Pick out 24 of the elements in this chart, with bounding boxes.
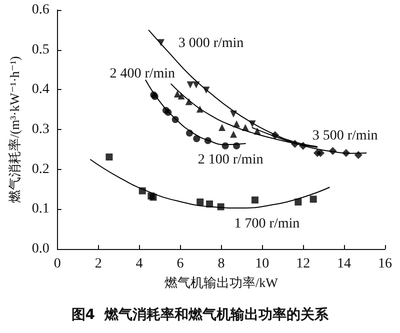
x-tick-label: 14 (337, 256, 352, 272)
y-axis-title: 燃气消耗率/(m³·kW⁻¹·h⁻¹) (7, 56, 22, 203)
y-tick-label: 0.3 (32, 122, 50, 137)
x-tick-label: 4 (136, 256, 143, 272)
text: 图4 燃气消耗率和燃气机输出功率的关系 (71, 306, 330, 323)
series-label: 1 700 r/min (234, 216, 300, 232)
x-tick-label: 0 (54, 256, 61, 272)
y-tick-label: 0.1 (32, 202, 50, 217)
series-label: 3 000 r/min (178, 36, 244, 52)
series-label: 2 100 r/min (198, 152, 264, 168)
y-tick-label: 0.6 (32, 2, 50, 18)
x-tick-label: 6 (176, 256, 184, 272)
x-tick-label: 2 (94, 256, 102, 272)
y-tick-label: 0.0 (32, 242, 50, 256)
y-tick-label: 0.4 (32, 82, 50, 98)
y-tick-label: 0.5 (32, 42, 50, 58)
series-label: 3 500 r/min (312, 128, 378, 144)
x-axis-title: 燃气机输出功率/kW (164, 274, 279, 290)
x-tick-label: 10 (255, 256, 270, 272)
x-tick-label: 12 (296, 256, 310, 272)
x-tick-label: 8 (218, 256, 225, 272)
series-label: 2 400 r/min (110, 66, 176, 82)
x-tick-label: 16 (378, 256, 392, 272)
y-tick-label: 0.2 (32, 162, 50, 177)
